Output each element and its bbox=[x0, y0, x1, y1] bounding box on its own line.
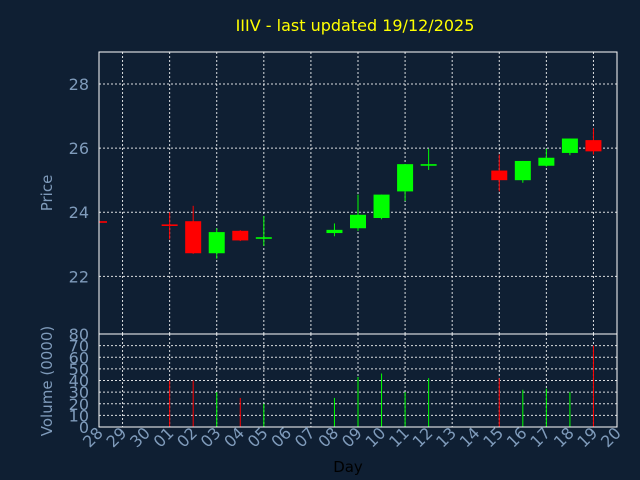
candle-body bbox=[373, 194, 390, 218]
volume-tick-label: 30 bbox=[69, 383, 89, 402]
chart-title: IIIV - last updated 19/12/2025 bbox=[236, 16, 475, 35]
candle-body bbox=[514, 160, 531, 181]
price-tick-label: 22 bbox=[69, 267, 89, 286]
volume-axis-label: Volume (0000) bbox=[38, 326, 56, 436]
price-tick-label: 26 bbox=[69, 139, 89, 158]
candle-body bbox=[326, 229, 343, 234]
volume-tick-label: 20 bbox=[69, 395, 89, 414]
x-axis-label: Day bbox=[333, 458, 363, 476]
price-tick-label: 28 bbox=[69, 75, 89, 94]
candle-body bbox=[585, 140, 602, 152]
x-axis: 2829300102030405060708091011121314151617… bbox=[79, 423, 625, 451]
price-panel: 22 24 26 28 bbox=[69, 52, 617, 334]
candle-body bbox=[397, 164, 414, 192]
candle-body bbox=[232, 230, 249, 241]
volume-tick-label: 40 bbox=[69, 372, 89, 391]
price-axis-label: Price bbox=[38, 175, 56, 212]
volume-tick-label: 50 bbox=[69, 360, 89, 379]
candle-body bbox=[99, 221, 107, 223]
candle-body bbox=[420, 164, 437, 166]
price-tick-label: 24 bbox=[69, 203, 89, 222]
candle-body bbox=[255, 237, 272, 239]
volume-tick-label: 10 bbox=[69, 406, 89, 425]
candle-body bbox=[491, 170, 508, 181]
candle-body bbox=[161, 224, 178, 227]
candle-body bbox=[538, 157, 555, 166]
volume-tick-label: 70 bbox=[69, 337, 89, 356]
volume-panel-frame bbox=[98, 333, 618, 428]
volume-tick-label: 0 bbox=[79, 418, 89, 437]
candle-body bbox=[561, 138, 578, 153]
candle-body bbox=[208, 232, 225, 254]
volume-tick-label: 80 bbox=[69, 325, 89, 344]
volume-tick-label: 60 bbox=[69, 348, 89, 367]
candle-body bbox=[185, 221, 202, 254]
candle-body bbox=[350, 214, 366, 229]
